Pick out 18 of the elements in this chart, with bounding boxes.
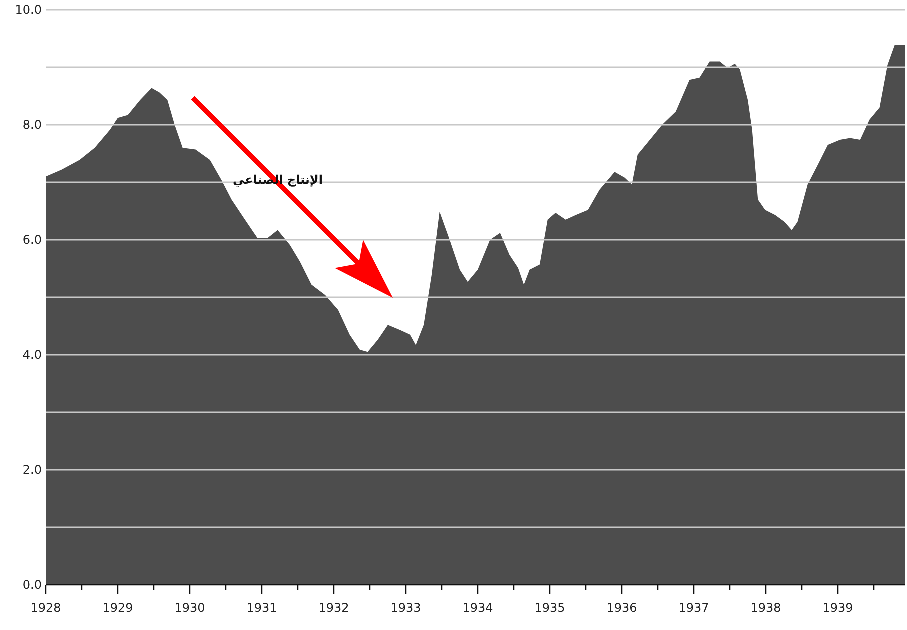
x-tick-label: 1929 <box>102 601 134 615</box>
x-tick-label: 1937 <box>678 601 710 615</box>
y-tick-label: 4.0 <box>22 348 42 362</box>
y-tick-label: 0.0 <box>22 578 42 592</box>
x-tick-label: 1930 <box>174 601 206 615</box>
x-tick-label: 1939 <box>822 601 854 615</box>
x-tick-label: 1928 <box>30 601 62 615</box>
y-tick-label: 8.0 <box>22 118 42 132</box>
x-tick-label: 1931 <box>246 601 278 615</box>
y-tick-label: 2.0 <box>22 463 42 477</box>
x-tick-label: 1934 <box>462 601 494 615</box>
x-tick-label: 1936 <box>606 601 638 615</box>
x-tick-label: 1938 <box>750 601 782 615</box>
y-tick-label: 10.0 <box>15 3 42 17</box>
x-tick-label: 1932 <box>318 601 350 615</box>
y-tick-label: 6.0 <box>22 233 42 247</box>
x-tick-label: 1933 <box>390 601 422 615</box>
x-tick-label: 1935 <box>534 601 566 615</box>
